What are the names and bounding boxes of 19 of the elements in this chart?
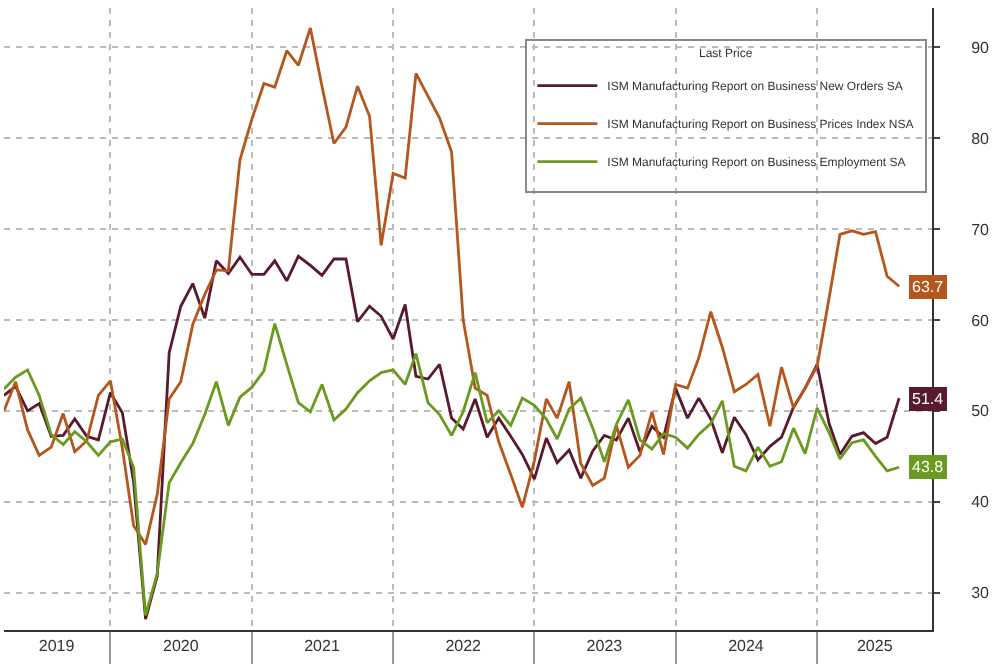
x-tick-label: 2020 [162, 637, 200, 656]
y-tick-label: 40 [971, 493, 991, 512]
y-tick-label: 50 [971, 402, 991, 421]
data-label: 63.7 [912, 278, 945, 296]
x-tick-label: 2019 [38, 637, 76, 656]
y-tick-label: 80 [971, 129, 991, 148]
x-tick-label: 2022 [445, 637, 483, 656]
y-tick-label: 90 [971, 38, 991, 57]
x-tick-label: 2024 [728, 637, 765, 656]
data-label: 43.8 [912, 458, 945, 476]
x-tick-label: 2021 [304, 637, 341, 656]
line-series [4, 322, 901, 617]
y-tick-label: 30 [971, 584, 991, 603]
y-tick-label: 70 [971, 220, 991, 239]
x-tick-label: 2025 [856, 637, 894, 656]
x-tick-label: 2023 [586, 637, 624, 656]
line-series [4, 254, 901, 621]
data-label: 51.4 [912, 390, 945, 408]
y-tick-label: 60 [971, 311, 991, 330]
